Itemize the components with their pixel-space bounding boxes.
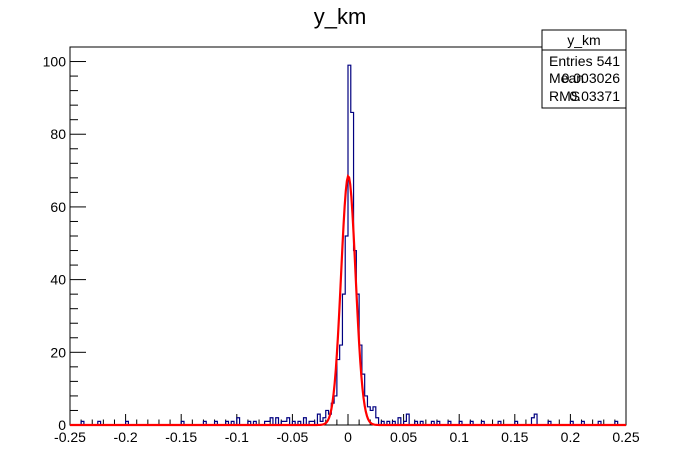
stats-rms-value: 0.03371	[569, 88, 620, 104]
x-tick-label: 0.2	[561, 429, 581, 445]
x-tick-label: 0.15	[501, 429, 528, 445]
y-tick-label: 100	[43, 54, 67, 70]
stats-entries-label: Entries	[549, 53, 593, 69]
histogram-bins	[81, 65, 618, 425]
x-tick-label: 0.05	[390, 429, 417, 445]
x-tick-label: -0.15	[165, 429, 197, 445]
y-tick-label: 60	[50, 199, 66, 215]
stats-mean-label: Mean	[549, 70, 584, 86]
y-tick-label: 40	[50, 272, 66, 288]
x-axis: -0.25 -0.2 -0.15 -0.1 -0.05 0 0.05 0.1 0.15 0.2 0.…	[54, 414, 640, 445]
y-tick-label: 0	[58, 417, 66, 433]
x-tick-label: 0	[344, 429, 352, 445]
stats-entries-value: 541	[597, 53, 621, 69]
y-tick-label: 80	[50, 126, 66, 142]
y-axis: 0 20 40 60 80 100	[43, 46, 86, 433]
x-tick-label: -0.25	[54, 429, 86, 445]
gaussian-fit-curve	[70, 174, 626, 427]
x-tick-label: -0.2	[114, 429, 138, 445]
stats-mean-value: 0.003026	[562, 70, 621, 86]
x-tick-label: 0.25	[612, 429, 639, 445]
x-tick-label: -0.1	[225, 429, 249, 445]
stats-box-frame	[541, 29, 627, 109]
chart-title: y_km	[314, 4, 367, 29]
stats-rms-label: RMS	[549, 88, 580, 104]
stats-box: y_km Entries 541 Mean 0.003026 RMS 0.033…	[541, 29, 627, 109]
y-tick-label: 20	[50, 344, 66, 360]
stats-box-title: y_km	[567, 32, 600, 48]
x-tick-label: -0.05	[276, 429, 308, 445]
histogram-series	[70, 64, 626, 426]
x-tick-label: 0.1	[449, 429, 469, 445]
